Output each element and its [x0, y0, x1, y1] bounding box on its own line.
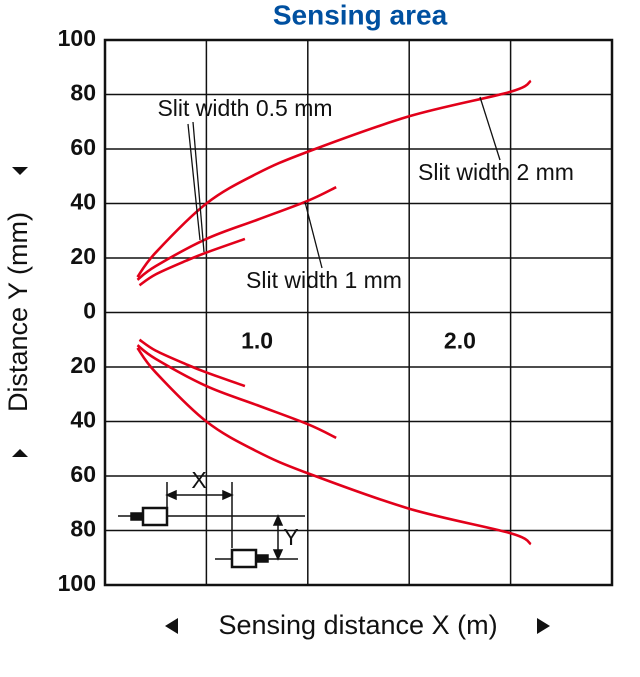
x-axis-label: Sensing distance X (m) — [218, 610, 497, 640]
y-tick-label: 100 — [58, 570, 96, 596]
y-tick-label: 80 — [70, 80, 96, 106]
series-line — [136, 185, 337, 281]
y-axis-label: Distance Y (mm) — [3, 212, 33, 412]
y-tick-label: 0 — [83, 298, 96, 324]
inset — [118, 482, 305, 569]
inset-x-label: X — [191, 467, 206, 493]
leader — [304, 201, 323, 269]
plot: 100 80 60 40 20 0 20 40 60 80 100 1.0 2.0 — [58, 25, 614, 596]
series-line — [138, 237, 246, 287]
y-tick-label: 100 — [58, 25, 96, 51]
series-line — [138, 338, 246, 388]
arrow — [222, 489, 234, 501]
y-tick-label: 40 — [70, 407, 96, 433]
x-tick-label: 2.0 — [444, 328, 476, 354]
receiver — [230, 548, 258, 569]
arrow — [12, 449, 28, 457]
plot-frame — [103, 38, 614, 587]
arrow — [537, 618, 550, 634]
leader — [192, 121, 205, 253]
chart-title: Sensing area — [273, 0, 448, 30]
arrow — [12, 167, 28, 175]
arrow — [272, 514, 284, 526]
arrow — [165, 489, 177, 501]
arrow — [272, 549, 284, 561]
y-tick-label: 60 — [70, 461, 96, 487]
series-label: Slit width 1 mm — [246, 267, 402, 293]
leader — [479, 96, 501, 161]
series-line — [136, 347, 532, 546]
y-tick-label: 80 — [70, 516, 96, 542]
series-label: Slit width 0.5 mm — [157, 95, 332, 121]
leader — [187, 123, 201, 241]
y-tick-label: 60 — [70, 134, 96, 160]
x-tick-label: 1.0 — [241, 328, 273, 354]
sensor-cap — [255, 554, 269, 563]
leaders — [187, 96, 501, 269]
emitter — [141, 506, 169, 527]
series-label: Slit width 2 mm — [418, 159, 574, 185]
y-axis-group: Distance Y (mm) — [3, 167, 33, 457]
inset-y-label: Y — [283, 524, 298, 550]
y-tick-label: 40 — [70, 189, 96, 215]
y-tick-label: 20 — [70, 243, 96, 269]
arrow — [165, 618, 178, 634]
sensor-cap — [130, 512, 144, 521]
series-line — [136, 79, 532, 278]
y-tick-label: 20 — [70, 352, 96, 378]
series-line — [136, 344, 337, 440]
